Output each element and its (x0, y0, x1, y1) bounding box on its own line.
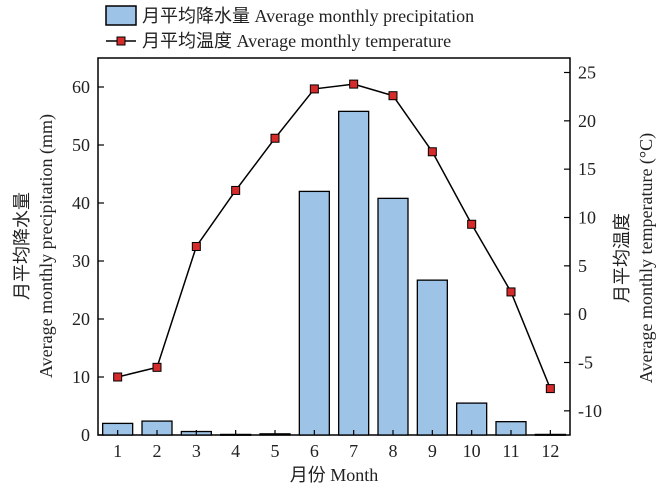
precipitation-bar-6 (298, 190, 330, 436)
right-axis-label-chinese: 月平均温度 (612, 213, 632, 303)
x-axis-label: 月份 Month (290, 465, 379, 485)
temperature-line (117, 83, 552, 389)
right-tick-label-20: 20 (578, 111, 596, 131)
right-axis-ticks: -10 -5 0 5 10 15 20 25 (564, 63, 602, 421)
right-tick-label-5: 5 (578, 256, 587, 276)
x-tick-label-11: 11 (502, 441, 519, 461)
x-tick-label-3: 3 (192, 441, 201, 461)
x-tick-label-2: 2 (153, 441, 162, 461)
temperature-point-11 (506, 287, 516, 297)
right-tick-label-0: 0 (578, 304, 587, 324)
temperature-point-1 (113, 372, 123, 382)
temperature-point-2 (152, 362, 162, 372)
right-tick-label-10: 10 (578, 208, 596, 228)
x-tick-label-9: 9 (428, 441, 437, 461)
precipitation-bar-8 (377, 197, 409, 436)
temperature-point-3 (191, 242, 201, 251)
temperature-point-5 (270, 133, 280, 143)
x-tick-label-12: 12 (541, 441, 559, 461)
legend-temperature-marker (116, 36, 126, 46)
precipitation-bar-9 (416, 279, 448, 436)
left-tick-label-40: 40 (72, 193, 90, 213)
legend-temperature-label: 月平均温度 Average monthly temperature (142, 31, 451, 51)
left-tick-label-50: 50 (72, 135, 90, 155)
temperature-point-4 (231, 185, 241, 195)
plot-frame (97, 57, 571, 436)
right-axis-label-english: Average monthly temperature (°C) (636, 133, 657, 383)
left-axis-label-chinese: 月平均降水量 (12, 192, 32, 300)
legend-precipitation-swatch (105, 5, 137, 26)
precipitation-bar-7 (338, 110, 370, 436)
x-tick-label-4: 4 (231, 441, 240, 461)
temperature-point-7 (349, 79, 359, 89)
left-tick-label-30: 30 (72, 251, 90, 271)
legend-precipitation-label: 月平均降水量 Average monthly precipitation (142, 6, 474, 26)
left-tick-label-20: 20 (72, 309, 90, 329)
right-tick-label-25: 25 (578, 63, 596, 83)
temperature-point-8 (388, 91, 398, 101)
temperature-point-10 (467, 219, 477, 229)
temperature-series (113, 79, 555, 394)
left-tick-label-60: 60 (72, 77, 90, 97)
precipitation-bar-10 (456, 402, 488, 436)
x-tick-label-1: 1 (113, 441, 122, 461)
precipitation-bars (102, 110, 566, 436)
legend: 月平均降水量 Average monthly precipitation 月平均… (105, 5, 474, 51)
right-tick-label--5: -5 (578, 353, 593, 373)
temperature-point-12 (545, 384, 555, 394)
x-axis-ticks: 1 2 3 4 5 6 7 8 9 10 11 12 (113, 430, 559, 461)
left-tick-label-0: 0 (81, 425, 90, 445)
x-tick-label-8: 8 (389, 441, 398, 461)
x-tick-label-5: 5 (271, 441, 280, 461)
x-tick-label-10: 10 (463, 441, 481, 461)
left-axis-label-english: Average monthly precipitation (mm) (36, 114, 57, 378)
right-tick-label--10: -10 (578, 401, 602, 421)
right-tick-label-15: 15 (578, 159, 596, 179)
left-tick-label-10: 10 (72, 367, 90, 387)
x-tick-label-7: 7 (349, 441, 358, 461)
temperature-point-6 (309, 84, 319, 94)
temperature-point-9 (427, 147, 437, 157)
left-axis-ticks: 0 10 20 30 40 50 60 (72, 77, 104, 445)
x-tick-label-6: 6 (310, 441, 319, 461)
